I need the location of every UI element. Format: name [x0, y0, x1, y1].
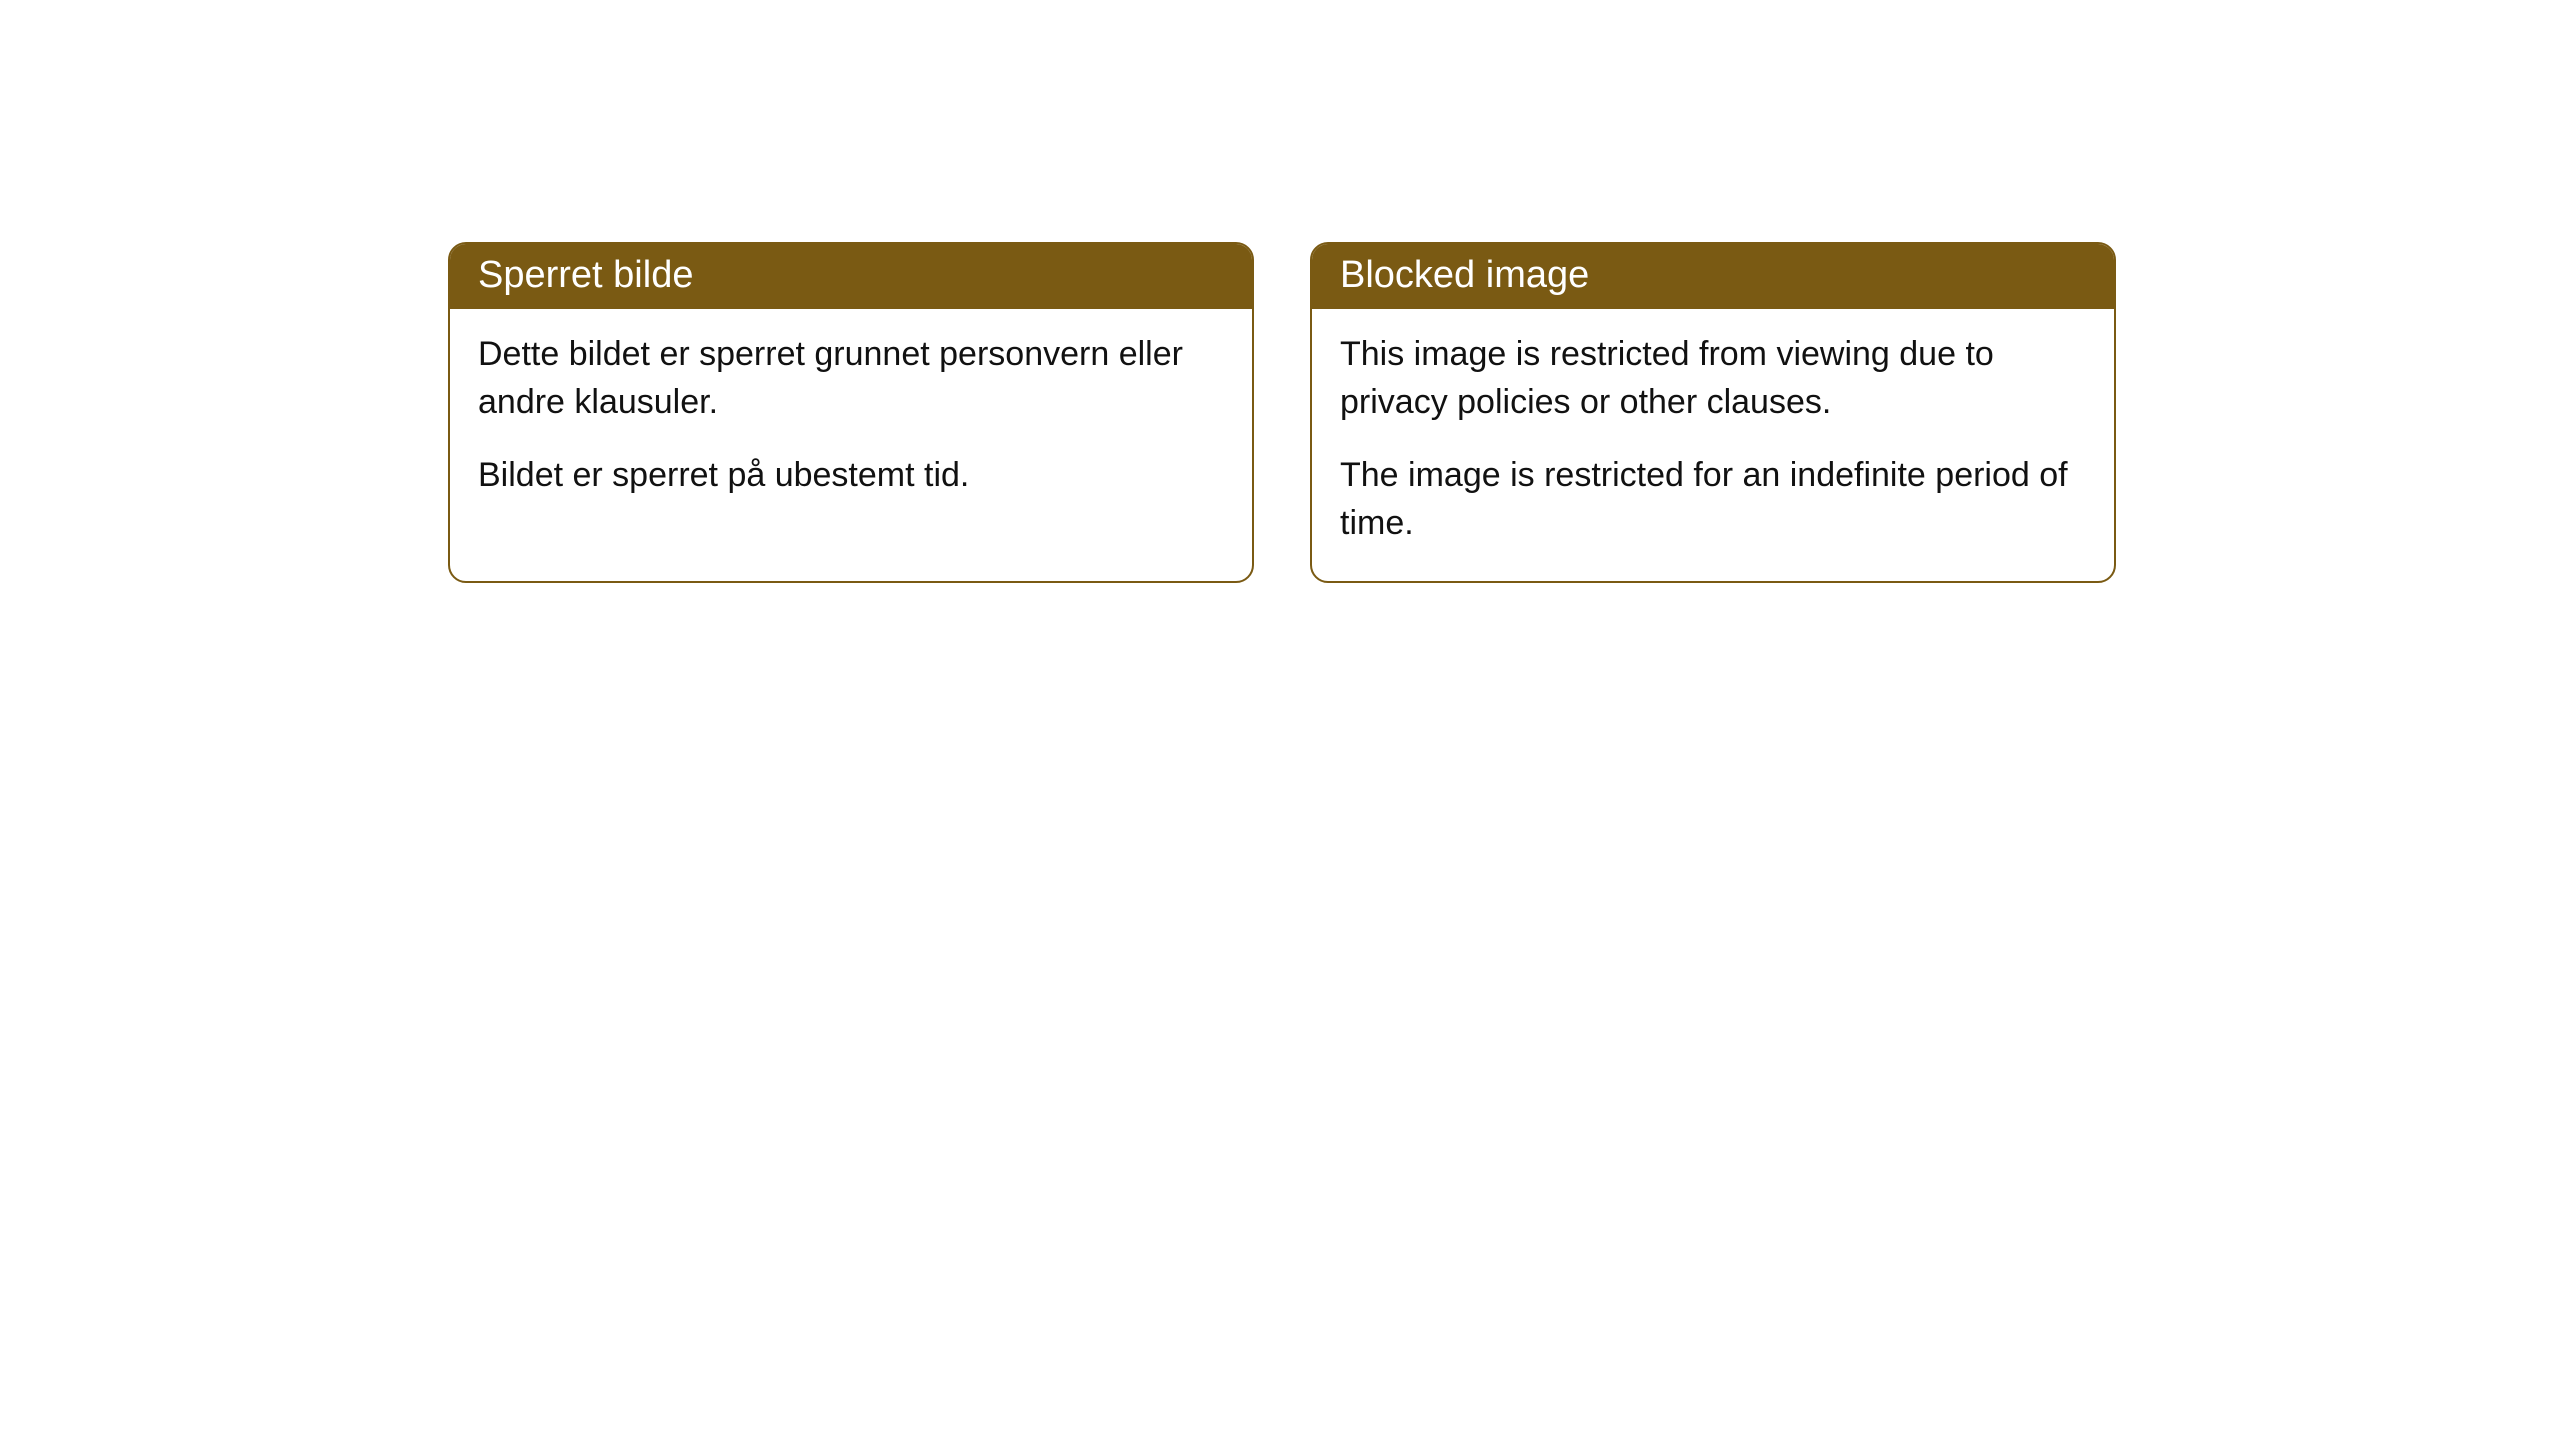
card-text-norwegian-1: Dette bildet er sperret grunnet personve… [478, 331, 1224, 426]
card-body-norwegian: Dette bildet er sperret grunnet personve… [450, 309, 1252, 534]
card-text-norwegian-2: Bildet er sperret på ubestemt tid. [478, 452, 1224, 500]
card-body-english: This image is restricted from viewing du… [1312, 309, 2114, 581]
cards-container: Sperret bilde Dette bildet er sperret gr… [448, 242, 2116, 583]
card-english: Blocked image This image is restricted f… [1310, 242, 2116, 583]
card-text-english-2: The image is restricted for an indefinit… [1340, 452, 2086, 547]
card-norwegian: Sperret bilde Dette bildet er sperret gr… [448, 242, 1254, 583]
card-header-norwegian: Sperret bilde [450, 244, 1252, 309]
card-text-english-1: This image is restricted from viewing du… [1340, 331, 2086, 426]
card-header-english: Blocked image [1312, 244, 2114, 309]
